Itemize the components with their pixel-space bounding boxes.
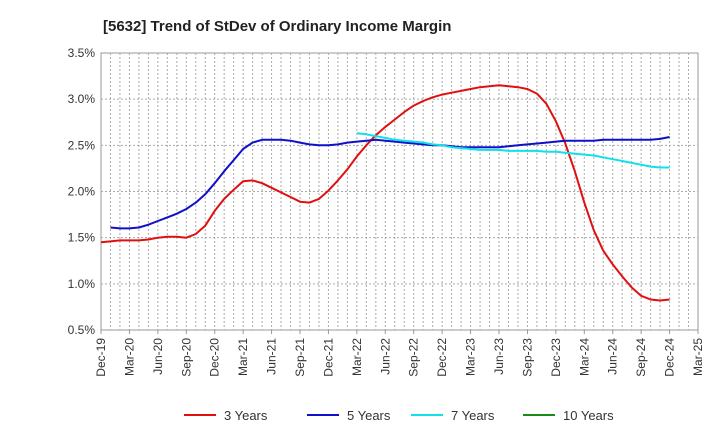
y-axis: 3.5% 3.0% 2.5% 2.0% 1.5% 1.0% 0.5%: [68, 46, 96, 337]
series-line-5-years: [110, 136, 670, 230]
series-line-7-years: [356, 132, 670, 169]
x-axis: Dec-19 Mar-20 Jun-20 Sep-20 Dec-20 Mar-21 Jun-…: [94, 330, 705, 377]
x-tick-label: Dec-19: [94, 338, 108, 377]
x-tick-label: Mar-22: [350, 338, 364, 376]
y-tick-label: 1.5%: [68, 231, 96, 245]
series-lines: [100, 84, 670, 302]
y-tick-label: 2.5%: [68, 138, 96, 152]
x-tick-label: Dec-21: [321, 338, 335, 377]
x-tick-label: Mar-24: [577, 338, 591, 376]
legend-label: 3 Years: [224, 408, 268, 423]
x-tick-label: Dec-23: [549, 338, 563, 377]
grid: [101, 53, 698, 330]
x-tick-label: Dec-22: [435, 338, 449, 377]
x-tick-label: Dec-20: [208, 338, 222, 377]
y-tick-label: 2.0%: [68, 185, 96, 199]
y-tick-label: 1.0%: [68, 277, 96, 291]
y-tick-label: 0.5%: [68, 323, 96, 337]
x-tick-label: Sep-20: [179, 338, 193, 377]
legend-label: 5 Years: [347, 408, 391, 423]
y-tick-label: 3.5%: [68, 46, 96, 60]
x-tick-label: Sep-24: [634, 338, 648, 377]
x-tick-label: Jun-24: [606, 338, 620, 375]
x-tick-label: Mar-23: [464, 338, 478, 376]
x-tick-label: Jun-21: [265, 338, 279, 375]
x-tick-label: Jun-22: [378, 338, 392, 375]
x-tick-label: Dec-24: [663, 338, 677, 377]
legend: 3 Years 5 Years 7 Years 10 Years: [184, 408, 614, 423]
series-line-3-years: [100, 84, 670, 302]
x-tick-label: Jun-23: [492, 338, 506, 375]
chart-title: [5632] Trend of StDev of Ordinary Income…: [103, 18, 451, 35]
x-tick-label: Jun-20: [151, 338, 165, 375]
y-tick-label: 3.0%: [68, 92, 96, 106]
x-tick-label: Mar-20: [122, 338, 136, 376]
x-tick-label: Sep-23: [520, 338, 534, 377]
x-tick-label: Mar-21: [236, 338, 250, 376]
x-tick-label: Sep-22: [407, 338, 421, 377]
legend-label: 7 Years: [451, 408, 495, 423]
x-tick-label: Sep-21: [293, 338, 307, 377]
legend-label: 10 Years: [563, 408, 614, 423]
x-tick-label: Mar-25: [691, 338, 705, 376]
